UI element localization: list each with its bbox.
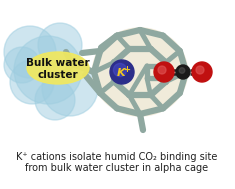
Circle shape xyxy=(192,62,212,82)
Circle shape xyxy=(42,60,98,116)
Circle shape xyxy=(35,80,75,120)
Ellipse shape xyxy=(93,28,188,116)
Circle shape xyxy=(196,66,204,74)
Circle shape xyxy=(38,23,82,67)
Circle shape xyxy=(110,60,134,84)
Text: Bulk water: Bulk water xyxy=(26,58,90,68)
Circle shape xyxy=(158,66,166,74)
Text: K⁺ cations isolate humid CO₂ binding site: K⁺ cations isolate humid CO₂ binding sit… xyxy=(16,152,218,162)
Circle shape xyxy=(179,68,185,73)
Circle shape xyxy=(114,63,127,77)
Text: from bulk water cluster in alpha cage: from bulk water cluster in alpha cage xyxy=(25,163,209,173)
Circle shape xyxy=(4,26,56,78)
Circle shape xyxy=(154,62,174,82)
Circle shape xyxy=(10,60,54,104)
Circle shape xyxy=(176,65,190,79)
Circle shape xyxy=(14,36,82,104)
Circle shape xyxy=(4,47,40,83)
Text: cluster: cluster xyxy=(38,70,78,80)
Text: K: K xyxy=(117,68,125,78)
Ellipse shape xyxy=(27,52,89,84)
Text: +: + xyxy=(123,65,130,74)
